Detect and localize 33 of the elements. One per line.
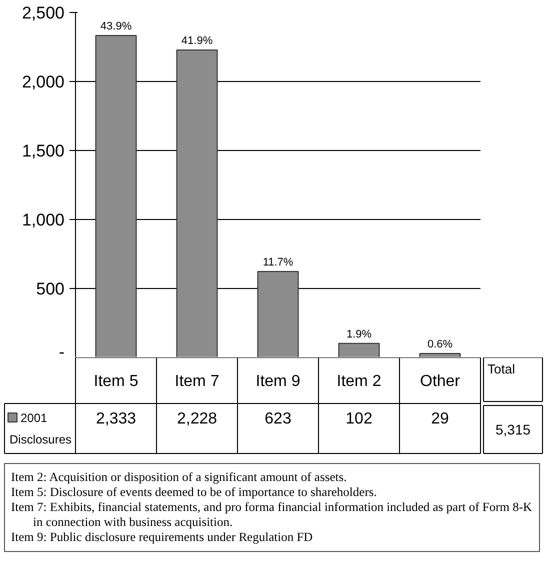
x-tick-label: Item 9 xyxy=(256,373,300,390)
y-tick-label: 2,500 xyxy=(22,4,65,22)
annotation: 43.9% xyxy=(100,20,132,33)
annotation: 41.9% xyxy=(181,35,213,48)
text: Total xyxy=(488,362,516,376)
x-tick-label: Other xyxy=(420,373,461,390)
x-tick-label: Item 7 xyxy=(174,373,220,390)
data-label: 29 xyxy=(431,410,449,428)
y-tick-label: - xyxy=(58,342,65,362)
data-label: 623 xyxy=(264,410,292,428)
text: Item 5: Disclosure of events deemed to be of importance to shareholders. xyxy=(11,485,378,500)
x-tick-label: Item 2 xyxy=(336,373,382,390)
text: Item 2: Acquisition or disposition of a significant amount of assets. xyxy=(11,470,348,485)
bar xyxy=(176,50,218,357)
bar xyxy=(419,353,461,357)
bar xyxy=(338,342,380,357)
y-tick-label: 2,000 xyxy=(22,72,65,92)
y-tick-label: 1,500 xyxy=(22,142,65,160)
text: 5,315 xyxy=(495,422,531,438)
legend-label: 2001 Disclosures xyxy=(10,411,72,446)
x-tick-label: Item 5 xyxy=(94,373,138,390)
data-label: 2,333 xyxy=(96,410,136,428)
annotation: 11.7% xyxy=(262,256,294,269)
annotation: 0.6% xyxy=(427,338,453,350)
text: Item 7: Exhibits, financial statements, and pro forma financial information included as part of Form 8-K in connection with business acquisition. xyxy=(11,500,533,530)
data-label: 2,228 xyxy=(176,410,218,428)
data-label: 102 xyxy=(346,410,372,428)
y-tick-label: 500 xyxy=(36,280,65,298)
text: Item 9: Public disclosure requirements under Regulation FD xyxy=(11,530,314,545)
y-tick-label: 1,000 xyxy=(22,210,65,230)
bar xyxy=(95,35,137,357)
annotation: 1.9% xyxy=(346,328,372,340)
bar xyxy=(257,271,299,357)
